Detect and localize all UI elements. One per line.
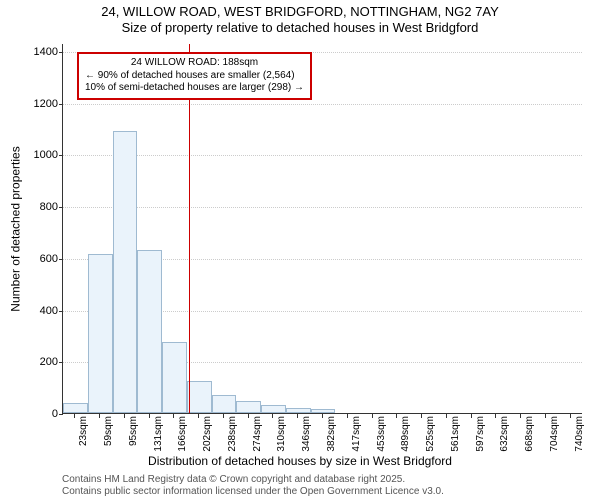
x-tickmark [248, 414, 249, 418]
y-tick-label: 0 [24, 408, 58, 420]
histogram-bar [63, 403, 88, 413]
y-tick-label: 1200 [24, 98, 58, 110]
x-tickmark [570, 414, 571, 418]
y-tickmark [59, 259, 63, 260]
chart-container: 24, WILLOW ROAD, WEST BRIDGFORD, NOTTING… [0, 0, 600, 500]
y-tick-label: 200 [24, 356, 58, 368]
x-tick-label: 382sqm [326, 416, 337, 452]
title-line-1: 24, WILLOW ROAD, WEST BRIDGFORD, NOTTING… [0, 4, 600, 20]
x-axis-title: Distribution of detached houses by size … [0, 454, 600, 468]
annotation-line-3: 10% of semi-detached houses are larger (… [85, 82, 304, 95]
x-tick-label: 489sqm [400, 416, 411, 452]
y-axis-label-text: Number of detached properties [9, 146, 23, 311]
x-tick-label: 417sqm [351, 416, 362, 452]
x-tick-label: 274sqm [252, 416, 263, 452]
x-tickmark [421, 414, 422, 418]
title-line-2: Size of property relative to detached ho… [0, 20, 600, 36]
histogram-bar [236, 401, 261, 413]
y-tick-label: 600 [24, 253, 58, 265]
x-tick-label: 561sqm [450, 416, 461, 452]
histogram-bar [286, 408, 311, 413]
x-tick-label: 23sqm [78, 416, 89, 446]
histogram-bar [187, 381, 212, 413]
x-tickmark [396, 414, 397, 418]
x-tick-label: 740sqm [574, 416, 585, 452]
x-tickmark [173, 414, 174, 418]
histogram-bar [162, 342, 187, 413]
annotation-heading: 24 WILLOW ROAD: 188sqm [85, 57, 304, 70]
y-tickmark [59, 414, 63, 415]
y-tick-label: 1400 [24, 46, 58, 58]
x-tickmark [198, 414, 199, 418]
histogram-bar [113, 131, 138, 413]
x-tickmark [74, 414, 75, 418]
x-tick-label: 238sqm [227, 416, 238, 452]
x-tickmark [372, 414, 373, 418]
x-tick-label: 202sqm [202, 416, 213, 452]
histogram-bar [88, 254, 113, 413]
x-tick-label: 597sqm [475, 416, 486, 452]
x-tickmark [495, 414, 496, 418]
histogram-bar [137, 250, 162, 413]
x-tick-label: 453sqm [376, 416, 387, 452]
y-tickmark [59, 362, 63, 363]
x-tickmark [471, 414, 472, 418]
annotation-box: 24 WILLOW ROAD: 188sqm← 90% of detached … [77, 52, 312, 100]
footer-line-1: Contains HM Land Registry data © Crown c… [62, 474, 590, 486]
x-tick-label: 668sqm [524, 416, 535, 452]
histogram-bar [311, 409, 336, 413]
x-tickmark [149, 414, 150, 418]
chart-title: 24, WILLOW ROAD, WEST BRIDGFORD, NOTTING… [0, 4, 600, 35]
histogram-bar [212, 395, 237, 413]
x-tick-label: 310sqm [276, 416, 287, 452]
y-gridline [63, 207, 582, 208]
y-tickmark [59, 207, 63, 208]
y-tickmark [59, 155, 63, 156]
x-tick-label: 95sqm [128, 416, 139, 446]
x-tickmark [297, 414, 298, 418]
x-tick-label: 525sqm [425, 416, 436, 452]
x-tick-label: 131sqm [153, 416, 164, 452]
annotation-line-2: ← 90% of detached houses are smaller (2,… [85, 70, 304, 83]
y-tickmark [59, 311, 63, 312]
x-tickmark [99, 414, 100, 418]
plot-area: 24 WILLOW ROAD: 188sqm← 90% of detached … [62, 44, 582, 414]
footer-line-2: Contains public sector information licen… [62, 486, 590, 498]
x-tick-label: 59sqm [103, 416, 114, 446]
x-tick-label: 166sqm [177, 416, 188, 452]
x-tickmark [272, 414, 273, 418]
y-tick-label: 400 [24, 305, 58, 317]
chart-footer: Contains HM Land Registry data © Crown c… [62, 474, 590, 498]
y-tick-label: 1000 [24, 149, 58, 161]
x-tick-label: 346sqm [301, 416, 312, 452]
x-tick-label: 632sqm [499, 416, 510, 452]
y-axis-label: Number of detached properties [8, 44, 24, 414]
x-tick-label: 704sqm [549, 416, 560, 452]
histogram-bar [261, 405, 286, 413]
x-tickmark [124, 414, 125, 418]
x-tickmark [446, 414, 447, 418]
x-tickmark [347, 414, 348, 418]
y-tickmark [59, 52, 63, 53]
x-tickmark [223, 414, 224, 418]
y-gridline [63, 104, 582, 105]
y-gridline [63, 155, 582, 156]
x-tickmark [545, 414, 546, 418]
y-tick-label: 800 [24, 201, 58, 213]
x-tickmark [322, 414, 323, 418]
y-tickmark [59, 104, 63, 105]
x-tickmark [520, 414, 521, 418]
